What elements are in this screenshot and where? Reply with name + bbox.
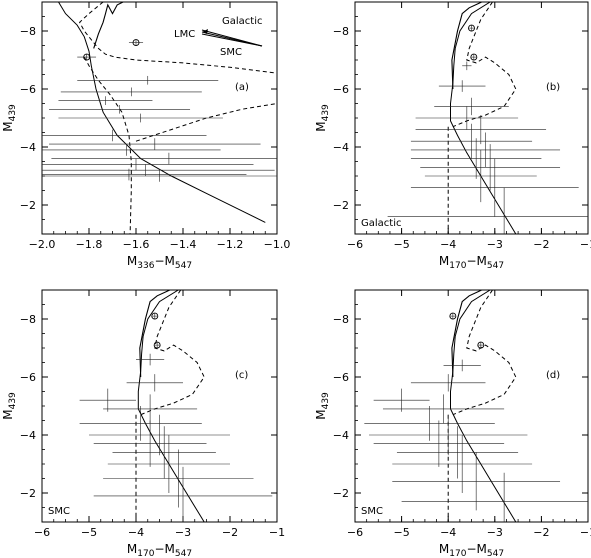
x-tick-label: −6 xyxy=(34,526,50,539)
plot-frame xyxy=(41,289,278,523)
x-tick-label: −2 xyxy=(222,526,238,539)
panel-3: −6 −5 −4 −3 −2 −1 −2 −4 −6 −8 M170−M547 M439 (d) SMC xyxy=(314,289,591,558)
x-tick-label: −1 xyxy=(269,526,285,539)
corner-note: SMC xyxy=(361,506,383,517)
track-jagged xyxy=(139,290,172,378)
circled-point xyxy=(151,312,159,320)
x-tick-label: −4 xyxy=(128,526,144,539)
y-tick-label: −8 xyxy=(20,25,36,38)
panel-label: (d) xyxy=(546,370,560,381)
track-dashed2 xyxy=(83,56,132,234)
track-solid xyxy=(137,290,205,522)
reddening-arrow-smc xyxy=(201,29,263,47)
x-axis-label: M170−M547 xyxy=(439,254,504,271)
x-tick-label: −2 xyxy=(533,526,549,539)
x-tick-label: −1.2 xyxy=(217,238,244,251)
y-tick-label: −8 xyxy=(20,313,36,326)
y-tick-label: −6 xyxy=(333,83,349,96)
x-tick-label: −1 xyxy=(580,238,591,251)
x-tick-label: −6 xyxy=(347,238,363,251)
model-tracks xyxy=(58,2,277,234)
data-points xyxy=(387,24,588,234)
y-tick-label: −8 xyxy=(333,313,349,326)
x-axis-label: M170−M547 xyxy=(127,542,192,558)
corner-note: SMC xyxy=(48,506,70,517)
x-tick-label: −4 xyxy=(440,238,456,251)
data-points xyxy=(42,39,277,182)
x-tick-label: −2.0 xyxy=(29,238,56,251)
panel-label: (b) xyxy=(546,82,560,93)
track-jagged xyxy=(451,290,483,378)
x-tick-label: −1.8 xyxy=(76,238,103,251)
panel-label: (c) xyxy=(235,370,248,381)
model-tracks xyxy=(447,2,517,234)
panel-2: −6 −5 −4 −3 −2 −1 −2 −4 −6 −8 M170−M547 M439 (c) SMC xyxy=(1,289,285,558)
reddening-vectors: Galactic LMC SMC xyxy=(174,16,262,58)
reddening-label-smc: SMC xyxy=(220,47,242,58)
x-tick-label: −1 xyxy=(580,526,591,539)
y-tick-label: −6 xyxy=(20,83,36,96)
data-points xyxy=(79,312,273,522)
y-axis-label: M439 xyxy=(314,392,331,420)
track-solid xyxy=(450,2,517,234)
track-dashed3 xyxy=(135,103,277,142)
x-tick-label: −1.6 xyxy=(123,238,150,251)
model-tracks xyxy=(447,290,517,522)
x-tick-label: −3 xyxy=(175,526,191,539)
x-tick-label: −5 xyxy=(393,526,409,539)
y-axis-label: M439 xyxy=(1,392,18,420)
circled-point xyxy=(153,341,161,349)
panel-label: (a) xyxy=(235,82,249,93)
y-axis-label: M439 xyxy=(1,104,18,132)
x-tick-label: −1.0 xyxy=(264,238,291,251)
x-axis-label: M336−M547 xyxy=(127,254,192,271)
circled-point xyxy=(477,341,485,349)
y-tick-label: −2 xyxy=(20,487,36,500)
y-tick-label: −4 xyxy=(20,141,36,154)
y-tick-label: −6 xyxy=(20,371,36,384)
track-dashed xyxy=(140,290,205,416)
y-tick-label: −2 xyxy=(333,487,349,500)
track-dashed xyxy=(452,2,517,128)
x-tick-label: −3 xyxy=(487,238,503,251)
track-jagged xyxy=(93,2,125,49)
x-tick-label: −6 xyxy=(347,526,363,539)
x-tick-label: −2 xyxy=(533,238,549,251)
y-axis-label: M439 xyxy=(314,104,331,132)
circled-point xyxy=(83,53,91,61)
y-tick-label: −2 xyxy=(333,199,349,212)
x-tick-label: −1.4 xyxy=(170,238,197,251)
track-jagged xyxy=(451,2,483,90)
track-solid xyxy=(58,2,266,223)
track-dashed xyxy=(452,290,517,416)
plot-frame xyxy=(354,289,589,523)
data-points xyxy=(364,312,588,522)
x-tick-label: −5 xyxy=(393,238,409,251)
corner-note: Galactic xyxy=(361,218,401,229)
reddening-label-galactic: Galactic xyxy=(222,16,262,27)
panel-0: −2.0 −1.8 −1.6 −1.4 −1.2 −1.0 −2 −4 −6 −8 M336−M54… xyxy=(1,1,291,271)
track-solid xyxy=(450,290,517,522)
circled-point xyxy=(132,39,140,47)
y-tick-label: −4 xyxy=(333,429,349,442)
reddening-label-lmc: LMC xyxy=(174,29,195,40)
track-dashed1 xyxy=(78,2,277,74)
circled-point xyxy=(449,312,457,320)
y-tick-label: −8 xyxy=(333,25,349,38)
model-tracks xyxy=(135,290,205,522)
y-tick-label: −4 xyxy=(20,429,36,442)
x-tick-label: −4 xyxy=(440,526,456,539)
y-tick-label: −4 xyxy=(333,141,349,154)
x-tick-label: −3 xyxy=(487,526,503,539)
x-axis-label: M170−M547 xyxy=(439,542,504,558)
x-tick-label: −5 xyxy=(81,526,97,539)
circled-point xyxy=(470,53,478,61)
panel-1: −6 −5 −4 −3 −2 −1 −2 −4 −6 −8 M170−M547 M439 (b) Gala… xyxy=(314,1,591,271)
circled-point xyxy=(468,24,475,32)
y-tick-label: −2 xyxy=(20,199,36,212)
arrowhead xyxy=(202,29,208,34)
y-tick-label: −6 xyxy=(333,371,349,384)
